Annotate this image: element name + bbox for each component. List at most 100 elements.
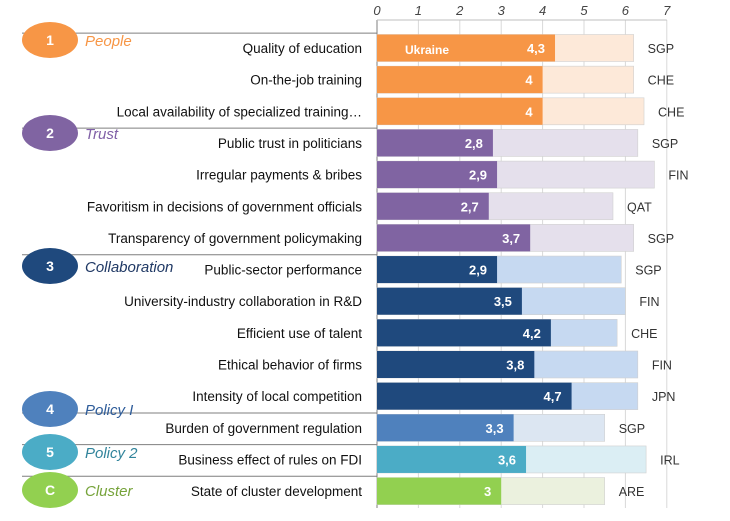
value-bar xyxy=(377,414,514,442)
category-label: State of cluster development xyxy=(191,484,362,499)
chart-row: Intensity of local competition 4,7 JPN xyxy=(192,382,676,410)
benchmark-country: QAT xyxy=(627,200,652,214)
chart-row: Quality of education 4,3 SGP Ukraine xyxy=(243,34,674,62)
category-label: Intensity of local competition xyxy=(192,389,362,404)
group-number: 5 xyxy=(46,444,54,460)
value-label: 2,7 xyxy=(461,199,479,214)
chart-row: State of cluster development 3 ARE xyxy=(191,477,645,505)
benchmark-country: FIN xyxy=(639,295,659,309)
group-badge xyxy=(22,115,78,151)
x-tick-label: 6 xyxy=(622,3,630,18)
value-bar xyxy=(377,319,551,347)
category-label: Public trust in politicians xyxy=(218,136,362,151)
benchmark-country: SGP xyxy=(635,264,661,278)
value-bar xyxy=(377,256,498,284)
category-label: Irregular payments & bribes xyxy=(196,168,362,183)
benchmark-country: SGP xyxy=(648,42,674,56)
benchmark-country: FIN xyxy=(652,359,672,373)
benchmark-country: SGP xyxy=(648,232,674,246)
category-label: Local availability of specialized traini… xyxy=(117,104,362,119)
chart-rows: Quality of education 4,3 SGP Ukraine On-the-… xyxy=(87,34,689,505)
chart-row: Public trust in politicians 2,8 SGP xyxy=(218,129,678,157)
group-number: 2 xyxy=(46,125,54,141)
group-badge xyxy=(22,472,78,508)
x-tick-label: 2 xyxy=(455,3,464,18)
value-bar xyxy=(377,129,493,157)
x-tick-label: 5 xyxy=(580,3,588,18)
group-name: Cluster xyxy=(85,483,134,500)
x-axis-ticks: 0 1 2 3 4 5 6 7 xyxy=(373,3,671,18)
group-name: Policy I xyxy=(85,402,133,419)
value-bar xyxy=(377,477,502,505)
value-bar xyxy=(377,161,498,189)
value-bar xyxy=(377,351,535,378)
value-bar xyxy=(377,192,489,220)
category-groups: 1 People 2 Trust 3 Collaboration 4 Policy I 5 Pol… xyxy=(22,22,377,508)
value-label: 2,8 xyxy=(465,136,483,151)
benchmark-country: IRL xyxy=(660,453,680,467)
x-tick-label: 4 xyxy=(539,3,546,18)
chart-row: Favoritism in decisions of government of… xyxy=(87,192,652,221)
value-bar xyxy=(377,445,527,473)
value-bar xyxy=(377,224,531,252)
value-label: 3,3 xyxy=(486,421,504,436)
category-label: Efficient use of talent xyxy=(237,326,362,341)
category-label: University-industry collaboration in R&D xyxy=(124,294,362,309)
benchmark-country: JPN xyxy=(652,390,676,404)
value-bar xyxy=(377,34,556,62)
chart-row: Public-sector performance 2,9 SGP xyxy=(204,255,662,284)
x-tick-label: 1 xyxy=(415,3,422,18)
series-country-label: Ukraine xyxy=(405,43,449,57)
group-badge xyxy=(22,22,78,58)
value-label: 4,7 xyxy=(544,389,562,404)
chart-row: Irregular payments & bribes 2,9 FIN xyxy=(196,160,689,189)
benchmark-country: CHE xyxy=(648,74,674,88)
group-badge xyxy=(22,248,78,284)
chart-row: Ethical behavior of firms 3,8 FIN xyxy=(218,350,672,379)
benchmark-country: FIN xyxy=(668,169,688,183)
benchmark-country: ARE xyxy=(619,485,645,499)
group-number: 4 xyxy=(46,401,54,417)
group-name: Collaboration xyxy=(85,259,173,276)
group-name: People xyxy=(85,33,132,50)
group-number: C xyxy=(45,482,55,498)
value-label: 2,9 xyxy=(469,168,487,183)
category-label: Public-sector performance xyxy=(204,263,362,278)
benchmark-country: SGP xyxy=(652,137,678,151)
chart-row: Transparency of government policymaking 3… xyxy=(108,224,674,252)
x-tick-label: 0 xyxy=(373,3,381,18)
group-name: Trust xyxy=(85,126,119,143)
group-number: 3 xyxy=(46,258,54,274)
value-label: 3,7 xyxy=(502,231,520,246)
chart-row: Burden of government regulation 3,3 SGP xyxy=(165,413,645,442)
category-label: On-the-job training xyxy=(250,73,362,88)
value-label: 3,6 xyxy=(498,452,516,467)
chart-row: Business effect of rules on FDI 3,6 IRL xyxy=(178,445,680,474)
benchmark-country: CHE xyxy=(631,327,657,341)
value-label: 3 xyxy=(484,484,491,499)
chart-row: On-the-job training 4 CHE xyxy=(250,65,674,94)
benchmark-country: SGP xyxy=(619,422,645,436)
category-label: Transparency of government policymaking xyxy=(108,231,362,246)
group-badge xyxy=(22,391,78,427)
value-label: 3,8 xyxy=(506,358,524,373)
chart-row: Local availability of specialized traini… xyxy=(117,97,684,126)
group-number: 1 xyxy=(46,32,54,48)
value-label: 4,3 xyxy=(527,41,545,56)
x-tick-label: 7 xyxy=(663,3,671,18)
chart-row: University-industry collaboration in R&D… xyxy=(124,287,660,316)
value-label: 4 xyxy=(525,104,533,119)
category-label: Favoritism in decisions of government of… xyxy=(87,199,362,214)
category-label: Quality of education xyxy=(243,41,362,56)
value-label: 4,2 xyxy=(523,326,541,341)
group-badge xyxy=(22,434,78,470)
category-label: Business effect of rules on FDI xyxy=(178,452,362,467)
category-label: Ethical behavior of firms xyxy=(218,358,362,373)
group-name: Policy 2 xyxy=(85,445,138,462)
x-tick-label: 3 xyxy=(498,3,506,18)
value-bar xyxy=(377,287,522,315)
benchmark-country: CHE xyxy=(658,105,684,119)
chart-row: Efficient use of talent 4,2 CHE xyxy=(237,319,658,347)
value-label: 4 xyxy=(525,73,533,88)
